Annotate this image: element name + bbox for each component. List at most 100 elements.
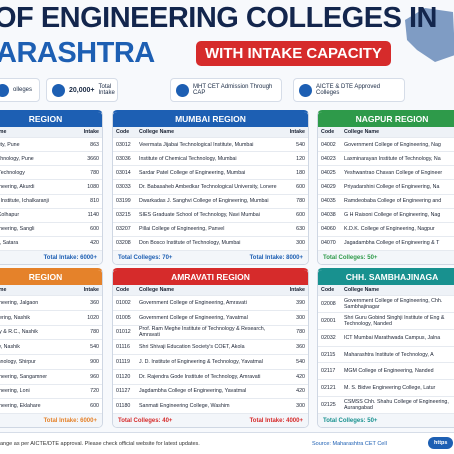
column-label: Name [0, 129, 7, 135]
stat-icon [176, 83, 189, 97]
intake: 390 [296, 299, 305, 306]
table-row: 01127 Jagdambha College of Engineering, Y… [113, 385, 308, 400]
college-name: ngineering, Jalgaon [0, 299, 39, 306]
code: 01002 [116, 299, 131, 306]
table-row: 02125 CSMSS Chh. Shahu College of Enginee… [318, 397, 454, 415]
intake: 810 [90, 198, 99, 205]
title: OF ENGINEERING COLLEGES IN [0, 2, 438, 34]
column-label: Code [321, 129, 335, 135]
code: 01012 [116, 329, 131, 336]
total: Total Intake: 6000+ [43, 254, 97, 261]
code: 03199 [116, 198, 131, 205]
intake: 300 [296, 314, 305, 321]
total: Total Colleges: 70+ [118, 254, 173, 261]
college-name: Priyadarshini College of Engineering, Na [344, 183, 440, 190]
panel-footer: Total Colleges: 40+ Total Intake: 4000+ [113, 414, 308, 427]
table-row: 01002 Government College of Engineering, … [113, 296, 308, 311]
table-row: 03033 Dr. Babasaheb Ambedkar Technologica… [113, 180, 308, 195]
intake: 780 [296, 329, 305, 336]
panel-header: REGION [0, 112, 102, 127]
college-name: Yeshwantrao Chavan College of Engineer [344, 169, 443, 176]
column-header: Name Intake [0, 285, 102, 296]
code: 03215 [116, 212, 131, 219]
code: 01005 [116, 314, 131, 321]
intake: 360 [90, 299, 99, 306]
table-row: ngineering, Sangamner 960 [0, 370, 102, 385]
panel-header: AMRAVATI REGION [113, 270, 308, 285]
intake: 600 [296, 183, 305, 190]
intake: 900 [90, 358, 99, 365]
intake: 120 [296, 155, 305, 162]
code: 01116 [116, 344, 130, 351]
total: Total Intake: 4000+ [249, 417, 303, 424]
table-row: 02008 Government College of Engineering, … [318, 296, 454, 313]
code: 02125 [321, 402, 336, 409]
region-panel: NAGPUR REGION Code College Name 04002 Govern… [317, 110, 454, 265]
footer: ange as per AICTE/DTE approval. Please c… [0, 432, 454, 454]
intake: 420 [90, 240, 99, 247]
college-name: OE, Satara [0, 240, 19, 247]
column-label: Code [116, 287, 130, 293]
code: 04029 [321, 183, 336, 190]
footer-note: ange as per AICTE/DTE approval. Please c… [0, 441, 200, 447]
college-name: Ramdeobaba College of Engineering and [344, 198, 442, 205]
college-name: ngineering, Eklahare [0, 403, 41, 410]
table-row: ngineering, Eklahare 600 [0, 399, 102, 414]
college-name: CSMSS Chh. Shahu College of Engineering,… [344, 399, 449, 412]
column-label: College Name [344, 129, 380, 135]
code: 03033 [116, 183, 131, 190]
code: 04002 [321, 141, 336, 148]
panel-header: CHH. SAMBHAJINAGA [318, 270, 454, 285]
college-name: ngineering, Sangamner [0, 373, 48, 380]
college-name: ngineering, Loni [0, 388, 30, 395]
stat-icon [299, 83, 312, 97]
college-name: Laxminarayan Institute of Technology, Na [344, 155, 441, 162]
intake: 780 [296, 198, 305, 205]
intake: 540 [296, 358, 305, 365]
table-row: g, Kolhapur 1140 [0, 209, 102, 223]
intake: 630 [296, 226, 305, 233]
table-row: ngineering, Akurdi 1080 [0, 180, 102, 195]
region-panel: MUMBAI REGION Code College Name Intake 03012… [112, 110, 309, 265]
table-row: City, Nashik 540 [0, 340, 102, 355]
college-name: Prof. Ram Meghe Institute of Technology … [139, 326, 266, 339]
table-row: ing Institute, Ichalkaranji 810 [0, 195, 102, 209]
college-name: ngineering, Sangli [0, 226, 35, 233]
college-name: Veermata Jijabai Technological Institute… [139, 141, 254, 148]
column-label: College Name [139, 287, 175, 293]
table-row: 02117 MGM College of Engineering, Nanded [318, 363, 454, 381]
code: 02115 [321, 351, 336, 358]
college-name: Government College of Engineering, Chh. … [344, 297, 443, 310]
table-row: 03014 Sardar Patel College of Engineering… [113, 166, 308, 181]
total: Total Colleges: 50+ [323, 254, 378, 261]
table-row: 04035 Ramdeobaba College of Engineering a… [318, 195, 454, 209]
stat: AICTE & DTE Approved Colleges [293, 78, 405, 102]
college-name: Dr. Babasaheb Ambedkar Technological Uni… [139, 183, 277, 190]
college-name: g, Kolhapur [0, 212, 20, 219]
panel-footer: Total Intake: 6000+ [0, 251, 102, 264]
table-row: 02121 M. S. Bidve Engineering College, La… [318, 380, 454, 398]
college-name: Shri Guru Gobind Singhji Institute of En… [344, 314, 445, 327]
college-name: G H Raisoni College of Engineering, Nag [344, 212, 441, 219]
code: 02032 [321, 334, 336, 341]
table-row: OE, Satara 420 [0, 237, 102, 251]
panel-footer: Total Colleges: 70+ Total Intake: 8000+ [113, 251, 308, 264]
college-name: Sardar Patel College of Engineering, Mum… [139, 169, 246, 176]
intake: 420 [296, 388, 305, 395]
college-name: echnology, Shirpur [0, 358, 36, 365]
intake: 1140 [87, 212, 99, 219]
code: 04035 [321, 198, 336, 205]
code: 03208 [116, 240, 131, 247]
region-panel: CHH. SAMBHAJINAGA Code College Name 02008 Go… [317, 268, 454, 428]
college-name: Institute of Chemical Technology, Mumbai [139, 155, 237, 162]
column-label: College Name [344, 287, 380, 293]
college-name: Jagdambha College of Engineering, Yavatm… [139, 388, 247, 395]
table-row: 03199 Dwarkadas J. Sanghvi College of Eng… [113, 195, 308, 209]
footer-link[interactable]: https [428, 437, 454, 449]
table-row: 02032 ICT Mumbai Marathwada Campus, Jalna [318, 330, 454, 347]
college-name: Maharashtra Institute of Technology, A [344, 351, 434, 358]
college-name: Dwarkadas J. Sanghvi College of Engineer… [139, 198, 269, 205]
code: 04038 [321, 212, 336, 219]
column-header: Code College Name [318, 285, 454, 296]
